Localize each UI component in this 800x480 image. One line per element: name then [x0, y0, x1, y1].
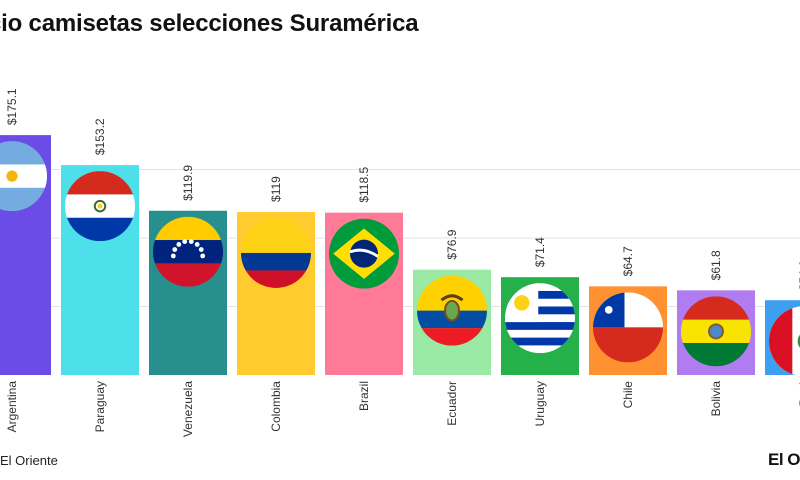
source-label: El Oriente — [0, 453, 58, 468]
category-label: Paraguay — [93, 381, 107, 432]
value-label: $76.9 — [445, 229, 459, 259]
value-label: $153.2 — [93, 118, 107, 155]
chile-flag-icon — [593, 292, 663, 363]
chart-title: cio camisetas selecciones Suramérica — [0, 10, 419, 37]
brand-logo: El Or — [768, 450, 800, 469]
paraguay-flag-icon — [65, 171, 135, 242]
category-label: Chile — [621, 381, 635, 409]
category-label: Argentina — [5, 381, 19, 433]
ecuador-flag-icon — [417, 275, 487, 346]
value-label: $175.1 — [5, 88, 19, 125]
value-label: $119.9 — [181, 165, 195, 201]
venezuela-flag-icon — [153, 216, 223, 287]
category-label: Perú — [797, 381, 800, 406]
value-label: $119 — [269, 176, 283, 202]
value-label: $118.5 — [357, 167, 371, 203]
uruguay-flag-icon — [505, 283, 575, 354]
category-label: Uruguay — [533, 381, 547, 426]
value-label: $64.7 — [621, 246, 635, 276]
value-label: $71.4 — [533, 237, 547, 267]
category-label: Bolivia — [709, 381, 723, 417]
bolivia-flag-icon — [681, 296, 751, 367]
category-label: Brazil — [357, 381, 371, 411]
category-label: Ecuador — [445, 381, 459, 426]
value-label: $54.6 — [797, 260, 800, 290]
brazil-flag-icon — [329, 218, 399, 289]
value-label: $61.8 — [709, 250, 723, 280]
category-label: Venezuela — [181, 381, 195, 437]
colombia-flag-icon — [241, 217, 311, 288]
category-label: Colombia — [269, 381, 283, 432]
